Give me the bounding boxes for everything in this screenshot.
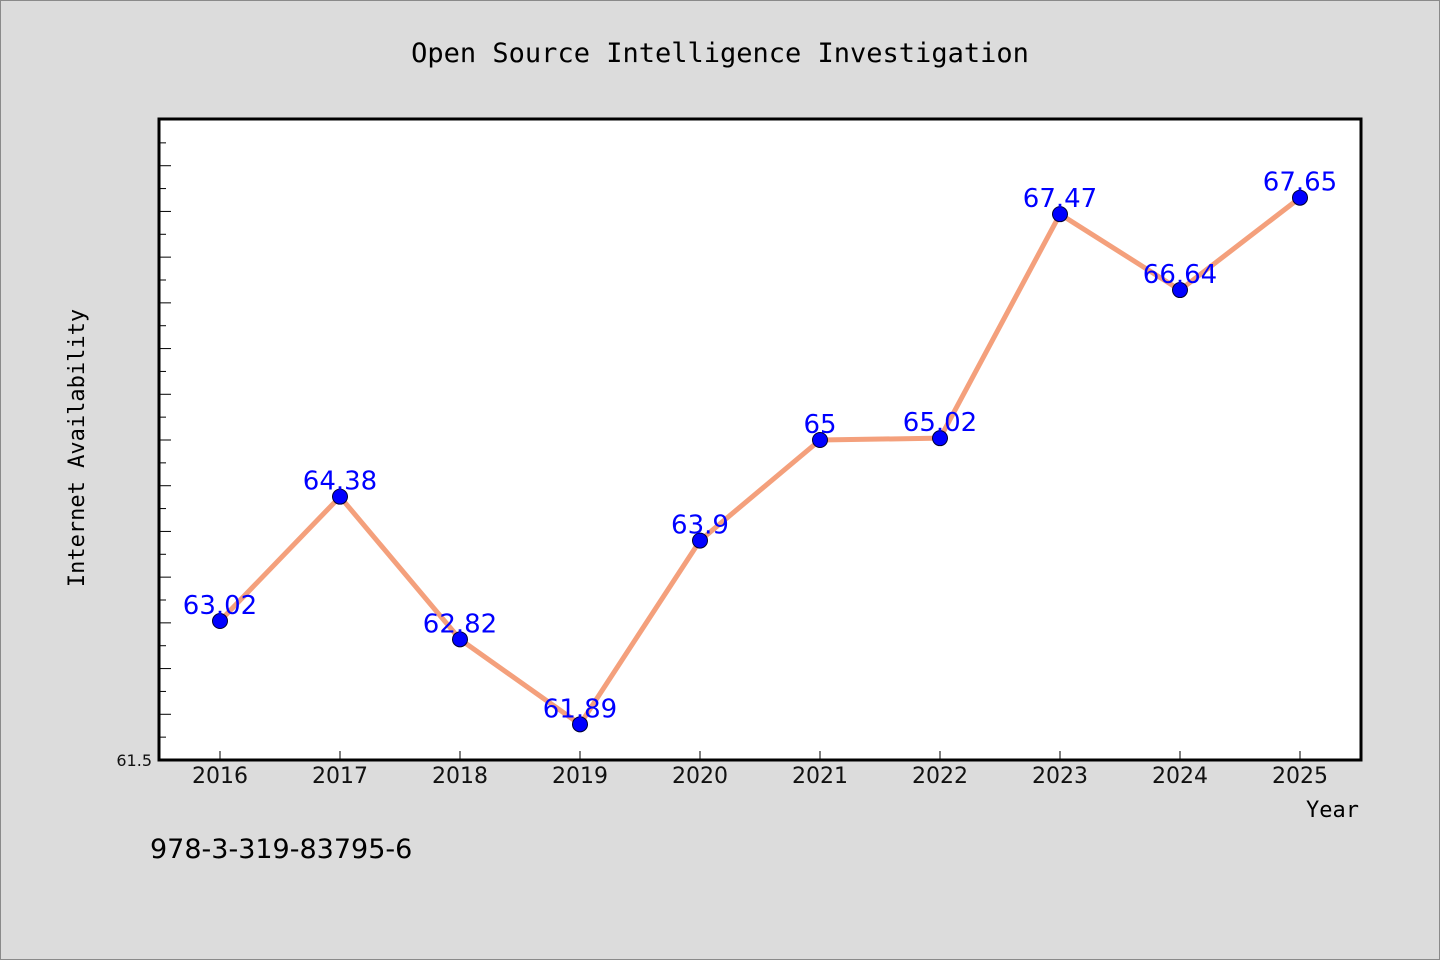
x-tick-label: 2016 [192,764,248,789]
x-axis-ticks: 2016 2017 2018 2019 2020 2021 2022 2023 2024 2025 [192,751,1328,789]
data-point-marker [572,716,588,733]
x-tick-label: 2018 [432,764,488,789]
y-axis-label: Internet Availability [65,309,90,587]
data-label: 64.38 [303,467,377,497]
data-point-marker [812,432,828,448]
y-axis-min-label: 61.5 [116,751,152,770]
y-axis-ticks [160,142,171,738]
data-point-marker [1292,189,1308,206]
x-tick-label: 2017 [312,764,368,789]
data-point-marker [692,532,708,549]
series-group: 63.02 64.38 62.82 61.89 63.9 65 65.02 67.47 66.6… [183,168,1337,733]
x-tick-label: 2025 [1272,764,1328,789]
data-point-marker [332,488,348,505]
data-label: 62.82 [423,609,497,639]
x-tick-label: 2019 [552,764,608,789]
x-tick-label: 2024 [1152,764,1208,789]
plot-area [157,117,1363,762]
data-point-marker [1172,282,1188,299]
data-label: 65 [803,410,836,440]
x-tick-label: 2022 [912,764,968,789]
data-label: 63.9 [671,511,729,541]
data-point-marker [932,430,948,447]
data-point-marker [1052,206,1068,223]
series-line [218,195,1302,727]
data-label: 65.02 [903,408,977,438]
data-label: 67.47 [1023,184,1097,214]
data-label: 67.65 [1263,168,1337,198]
x-tick-label: 2023 [1032,764,1088,789]
data-label: 61.89 [543,694,617,724]
data-label: 63.02 [183,591,257,621]
data-point-marker [212,613,228,630]
chart-title: Open Source Intelligence Investigation [411,38,1029,69]
x-axis-label: Year [1306,798,1359,823]
data-point-marker [452,631,468,648]
data-label: 66.64 [1143,260,1217,290]
x-tick-label: 2021 [792,764,848,789]
footnote-isbn: 978-3-319-83795-6 [150,834,413,865]
x-tick-label: 2020 [672,764,728,789]
